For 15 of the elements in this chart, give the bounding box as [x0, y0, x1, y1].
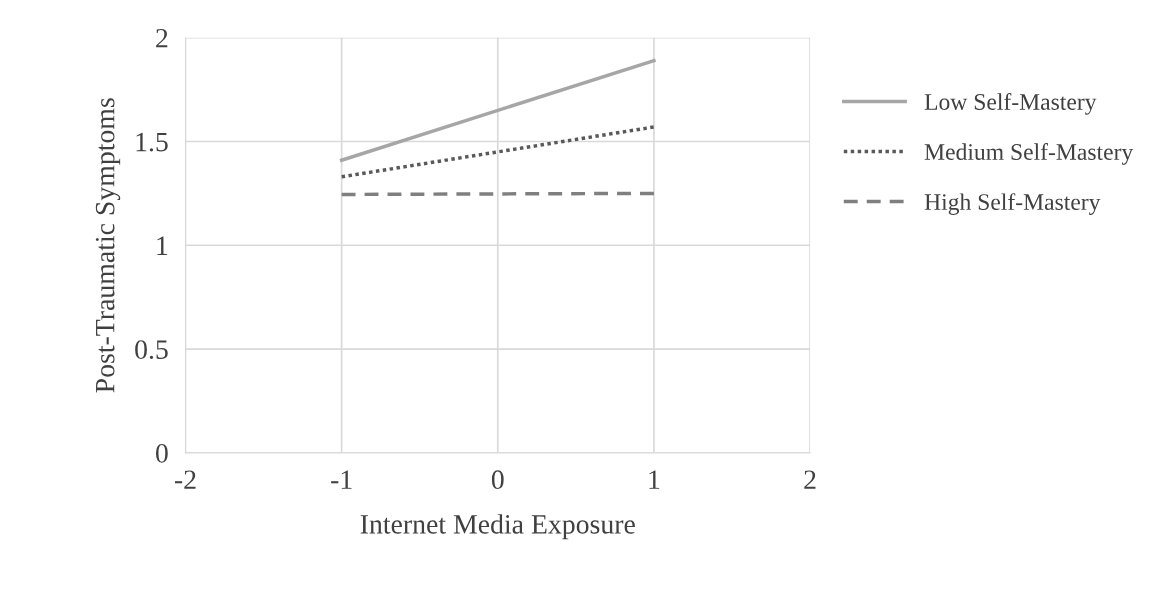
legend-label: Medium Self-Mastery [924, 143, 1134, 165]
legend-label: High Self-Mastery [924, 193, 1101, 215]
y-axis-title: Post-Traumatic Symptoms [95, 98, 121, 393]
y-tick-label: 0.5 [135, 340, 168, 360]
y-tick-label: 1 [157, 236, 168, 255]
y-tick-label: 2 [156, 28, 168, 48]
y-tick-label: 0 [156, 444, 168, 463]
x-tick-label: 0 [491, 470, 504, 490]
x-axis-title: Internet Media Exposure [360, 514, 635, 540]
x-tick-label: -1 [331, 470, 352, 489]
x-tick-label: 1 [649, 470, 660, 489]
x-tick-label: -2 [174, 470, 196, 489]
y-tick-label: 1.5 [136, 132, 168, 152]
legend-label: Low Self-Mastery [924, 93, 1097, 115]
x-tick-label: 2 [804, 470, 816, 489]
